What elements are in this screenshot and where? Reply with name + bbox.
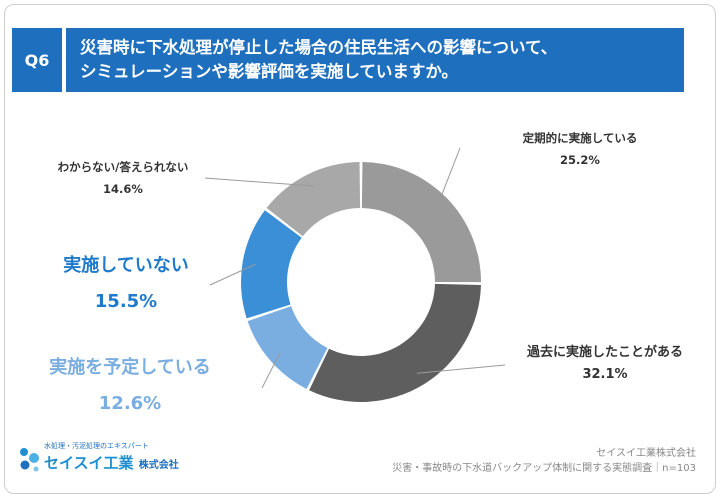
question-number: Q6 (24, 50, 50, 70)
slice-unknown (266, 162, 361, 237)
label-planned: 実施を予定している 12.6% (20, 350, 240, 422)
slice-not-done-leader (209, 263, 256, 286)
question-title-line-2: シミュレーションや影響評価を実施していますか。 (80, 62, 459, 81)
footer-survey: 災害・事故時の下水道バックアップ体制に関する実態調査｜n=103 (392, 463, 696, 474)
slice-periodic-leader (436, 147, 461, 207)
question-title: 災害時に下水処理が停止した場合の住民生活への影響について、 シミュレーションや影… (66, 28, 684, 92)
slice-not-done (241, 210, 302, 319)
label-unknown-value: 14.6% (103, 182, 143, 196)
company-logo: 水処理・汚泥処理のエキスパート セイスイ工業 株式会社 (18, 440, 188, 476)
slice-past (309, 283, 481, 402)
label-periodic-value: 25.2% (560, 153, 600, 167)
slice-unknown-leader (204, 177, 314, 187)
label-planned-text: 実施を予定している (49, 357, 211, 378)
label-planned-value: 12.6% (98, 393, 162, 414)
label-periodic: 定期的に実施している 25.2% (520, 127, 640, 171)
logo-name-row: セイスイ工業 株式会社 (44, 452, 179, 473)
logo-name: セイスイ工業 (44, 454, 134, 472)
footer-company: セイスイ工業株式会社 (596, 448, 696, 459)
label-unknown-text: わからない/答えられない (57, 160, 189, 174)
question-number-badge: Q6 (12, 28, 62, 92)
label-unknown: わからない/答えられない 14.6% (38, 156, 208, 200)
logo-tagline: 水処理・汚泥処理のエキスパート (44, 442, 149, 450)
question-title-line-1: 災害時に下水処理が停止した場合の住民生活への影響について、 (80, 38, 558, 57)
footer: セイスイ工業株式会社 災害・事故時の下水道バックアップ体制に関する実態調査｜n=… (392, 446, 696, 476)
slice-periodic (361, 162, 481, 283)
label-not-done-value: 15.5% (94, 291, 158, 312)
label-not-done: 実施していない 15.5% (36, 248, 216, 320)
logo-suffix: 株式会社 (138, 460, 179, 471)
label-past-text: 過去に実施したことがある (526, 345, 683, 360)
label-not-done-text: 実施していない (63, 255, 189, 276)
slice-planned (247, 306, 328, 389)
water-drop-icon (20, 448, 39, 472)
label-past-value: 32.1% (582, 367, 628, 382)
slice-past-leader (416, 364, 506, 374)
label-past: 過去に実施したことがある 32.1% (510, 342, 700, 386)
label-periodic-text: 定期的に実施している (522, 131, 638, 145)
slice-planned-leader (261, 352, 281, 389)
